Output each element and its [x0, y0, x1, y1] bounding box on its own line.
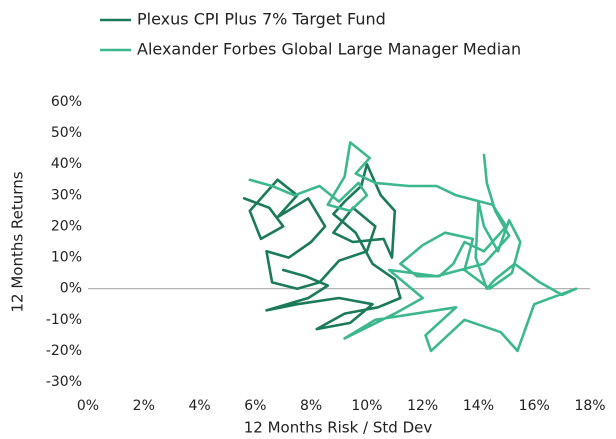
x-tick-label: 8%	[300, 398, 322, 414]
y-tick-label: -30%	[46, 374, 82, 390]
y-tick-label: 60%	[51, 94, 82, 110]
y-tick-label: -10%	[46, 312, 82, 328]
y-tick-label: -20%	[46, 343, 82, 359]
y-tick-label: 20%	[51, 218, 82, 234]
x-tick-label: 16%	[519, 398, 550, 414]
x-tick-label: 10%	[351, 398, 382, 414]
series-line	[242, 162, 402, 331]
x-tick-label: 6%	[244, 398, 266, 414]
y-tick-label: 50%	[51, 125, 82, 141]
legend-label: Plexus CPI Plus 7% Target Fund	[137, 10, 386, 29]
y-axis-label: 12 Months Returns	[9, 171, 27, 312]
x-tick-label: 12%	[407, 398, 438, 414]
y-tick-label: 0%	[60, 281, 82, 297]
series-line	[248, 141, 578, 353]
y-tick-label: 30%	[51, 187, 82, 203]
x-tick-label: 4%	[188, 398, 210, 414]
legend-label: Alexander Forbes Global Large Manager Me…	[137, 40, 521, 59]
x-tick-label: 0%	[77, 398, 99, 414]
x-axis-label: 12 Months Risk / Std Dev	[244, 419, 433, 437]
x-tick-label: 14%	[463, 398, 494, 414]
x-tick-label: 18%	[574, 398, 605, 414]
x-tick-label: 2%	[133, 398, 155, 414]
y-tick-label: 40%	[51, 156, 82, 172]
y-tick-label: 10%	[51, 250, 82, 266]
